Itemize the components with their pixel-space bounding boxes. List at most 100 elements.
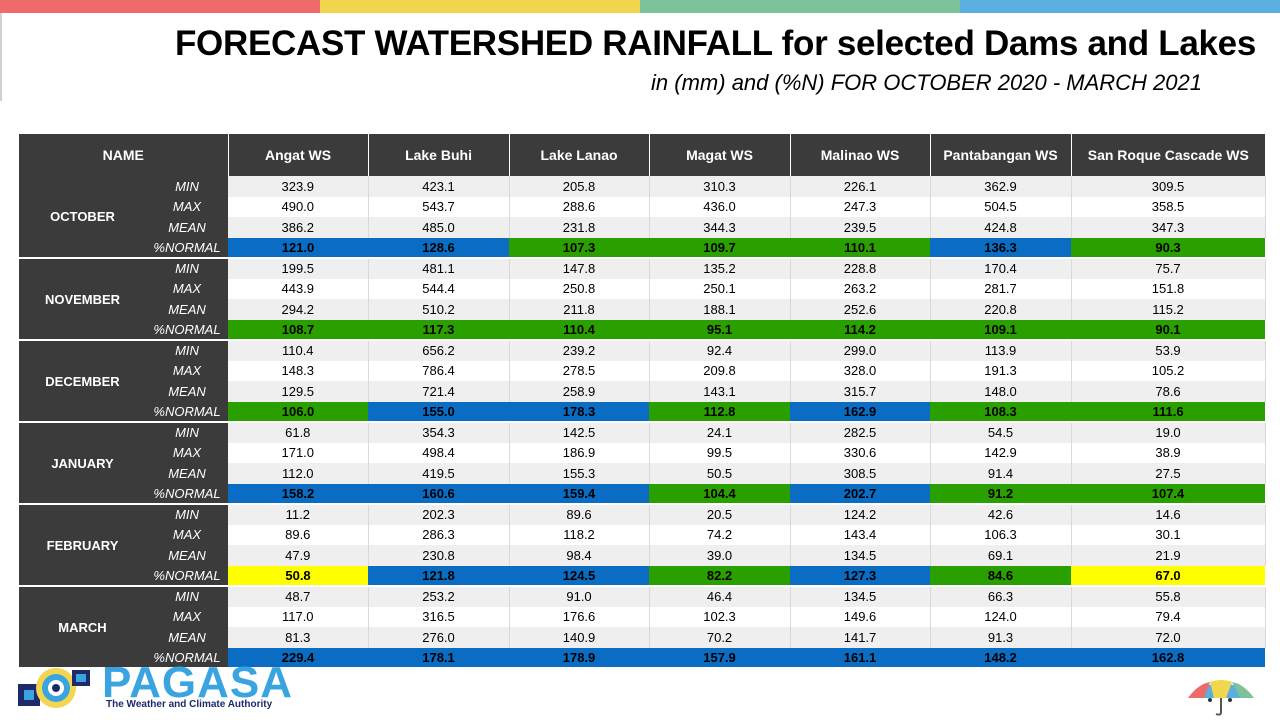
mean-value-cell: 211.8 (509, 299, 650, 320)
umbrella-icon (1188, 680, 1254, 716)
min-value-cell: 113.9 (930, 340, 1072, 361)
min-value-cell: 66.3 (930, 586, 1072, 607)
table-row: MARCH MIN 48.7 253.2 91.0 46.4 134.5 66.3 55.8 (19, 586, 1266, 669)
max-value-cell: 38.9 (1071, 442, 1266, 463)
mean-value-cell: 112.0 (228, 463, 369, 484)
percent-normal-cell: 50.8 (228, 565, 369, 587)
mean-value-cell: 27.5 (1071, 463, 1266, 484)
min-value-cell: 226.1 (790, 176, 931, 197)
month-label: MARCH (19, 586, 146, 669)
stat-label: MIN (146, 422, 229, 443)
min-value-cell: 205.8 (509, 176, 650, 197)
min-value-cell: 24.1 (649, 422, 791, 443)
table-row: %NORMAL 121.0 128.6 107.3 109.7 110.1 136.3 90.… (19, 237, 1266, 259)
percent-normal-cell: 106.0 (228, 401, 369, 423)
table-row: MEAN 81.3 276.0 140.9 70.2 141.7 91.3 72.0 (19, 627, 1266, 648)
min-value-cell: 42.6 (930, 504, 1072, 525)
stat-label: %NORMAL (146, 647, 229, 669)
table-row: FEBRUARY MIN 11.2 202.3 89.6 20.5 124.2 42.6 14.… (19, 504, 1266, 587)
max-value-cell: 176.6 (509, 606, 650, 627)
percent-normal-cell: 114.2 (790, 319, 931, 341)
mean-value-cell: 315.7 (790, 381, 931, 402)
table-row: MEAN 112.0 419.5 155.3 50.5 308.5 91.4 27.5 (19, 463, 1266, 484)
max-value-cell: 106.3 (930, 524, 1072, 545)
percent-normal-cell: 178.3 (509, 401, 650, 423)
max-value-cell: 124.0 (930, 606, 1072, 627)
table-row: %NORMAL 158.2 160.6 159.4 104.4 202.7 91.2 107.… (19, 483, 1266, 505)
max-value-cell: 149.6 (790, 606, 931, 627)
stat-label: MAX (146, 360, 229, 381)
max-value-cell: 99.5 (649, 442, 791, 463)
percent-normal-cell: 90.3 (1071, 237, 1266, 259)
stat-label: %NORMAL (146, 565, 229, 587)
stat-label: %NORMAL (146, 483, 229, 505)
mean-value-cell: 220.8 (930, 299, 1072, 320)
mean-value-cell: 81.3 (228, 627, 369, 648)
percent-normal-cell: 127.3 (790, 565, 931, 587)
min-value-cell: 282.5 (790, 422, 931, 443)
table-row: MAX 490.0 543.7 288.6 436.0 247.3 504.5 358.5 (19, 196, 1266, 217)
mean-value-cell: 252.6 (790, 299, 931, 320)
mean-value-cell: 134.5 (790, 545, 931, 566)
max-value-cell: 209.8 (649, 360, 791, 381)
min-value-cell: 61.8 (228, 422, 369, 443)
mean-value-cell: 39.0 (649, 545, 791, 566)
top-bar-yellow (320, 0, 640, 13)
column-header: Angat WS (228, 134, 369, 176)
max-value-cell: 151.8 (1071, 278, 1266, 299)
mean-value-cell: 91.3 (930, 627, 1072, 648)
stat-label: MAX (146, 442, 229, 463)
stat-label: MEAN (146, 217, 229, 238)
min-value-cell: 656.2 (368, 340, 510, 361)
mean-value-cell: 344.3 (649, 217, 791, 238)
stat-label: MAX (146, 524, 229, 545)
table-row: MEAN 47.9 230.8 98.4 39.0 134.5 69.1 21.9 (19, 545, 1266, 566)
min-value-cell: 228.8 (790, 258, 931, 279)
mean-value-cell: 419.5 (368, 463, 510, 484)
min-value-cell: 239.2 (509, 340, 650, 361)
max-value-cell: 286.3 (368, 524, 510, 545)
percent-normal-cell: 108.3 (930, 401, 1072, 423)
max-value-cell: 79.4 (1071, 606, 1266, 627)
min-value-cell: 299.0 (790, 340, 931, 361)
mean-value-cell: 485.0 (368, 217, 510, 238)
mean-value-cell: 140.9 (509, 627, 650, 648)
mean-value-cell: 72.0 (1071, 627, 1266, 648)
mean-value-cell: 424.8 (930, 217, 1072, 238)
max-value-cell: 105.2 (1071, 360, 1266, 381)
max-value-cell: 30.1 (1071, 524, 1266, 545)
mean-value-cell: 98.4 (509, 545, 650, 566)
table-row: NOVEMBER MIN 199.5 481.1 147.8 135.2 228.8 170.… (19, 258, 1266, 341)
logo-wordmark: PAGASA (102, 658, 293, 707)
percent-normal-cell: 229.4 (228, 647, 369, 669)
table-row: MAX 148.3 786.4 278.5 209.8 328.0 191.3 105.2 (19, 360, 1266, 381)
stat-label: MIN (146, 258, 229, 279)
table-row: MEAN 294.2 510.2 211.8 188.1 252.6 220.8 115.2 (19, 299, 1266, 320)
table-row: MAX 171.0 498.4 186.9 99.5 330.6 142.9 38.9 (19, 442, 1266, 463)
percent-normal-cell: 104.4 (649, 483, 791, 505)
month-label: NOVEMBER (19, 258, 146, 341)
max-value-cell: 504.5 (930, 196, 1072, 217)
min-value-cell: 55.8 (1071, 586, 1266, 607)
percent-normal-cell: 107.3 (509, 237, 650, 259)
stat-label: MAX (146, 196, 229, 217)
percent-normal-cell: 202.7 (790, 483, 931, 505)
percent-normal-cell: 110.4 (509, 319, 650, 341)
min-value-cell: 124.2 (790, 504, 931, 525)
column-header: Malinao WS (790, 134, 931, 176)
percent-normal-cell: 178.1 (368, 647, 510, 669)
max-value-cell: 142.9 (930, 442, 1072, 463)
percent-normal-cell: 90.1 (1071, 319, 1266, 341)
max-value-cell: 490.0 (228, 196, 369, 217)
min-value-cell: 147.8 (509, 258, 650, 279)
mean-value-cell: 115.2 (1071, 299, 1266, 320)
max-value-cell: 263.2 (790, 278, 931, 299)
percent-normal-cell: 158.2 (228, 483, 369, 505)
rainfall-table: NAME Angat WS Lake Buhi Lake Lanao Magat… (19, 134, 1266, 669)
mean-value-cell: 294.2 (228, 299, 369, 320)
top-color-bar (0, 0, 1280, 13)
table-row: OCTOBER MIN 323.9 423.1 205.8 310.3 226.1 362.9… (19, 176, 1266, 259)
name-column-header: NAME (19, 134, 229, 176)
percent-normal-cell: 157.9 (649, 647, 791, 669)
percent-normal-cell: 178.9 (509, 647, 650, 669)
